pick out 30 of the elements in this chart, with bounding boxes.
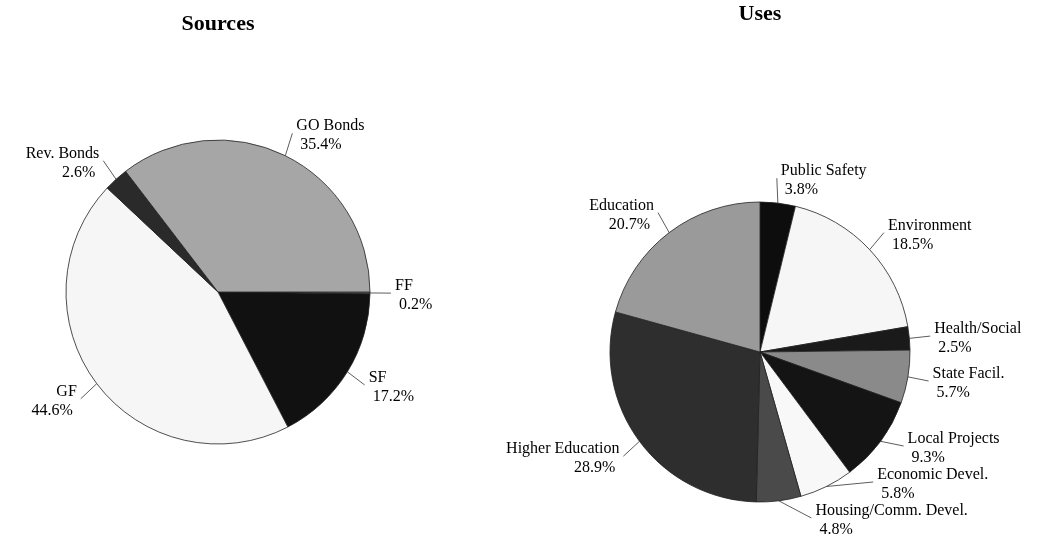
data-label: 44.6% [31, 400, 73, 418]
slice-label: Rev. Bonds [25, 143, 100, 161]
data-label: 18.5% [891, 234, 934, 252]
data-label: 17.2% [372, 386, 414, 404]
data-label: 3.8% [784, 180, 819, 198]
chart-title: Uses [738, 0, 782, 25]
data-label: 4.8% [819, 520, 853, 537]
slice-label: Housing/Comm. Devel. [815, 501, 968, 519]
slice-label: FF [395, 276, 413, 294]
slice-label: GO Bonds [296, 116, 365, 134]
data-label: 0.2% [399, 295, 433, 313]
slice-label: Environment [887, 215, 973, 233]
slice-label: Economic Devel. [877, 465, 989, 482]
slice-label: Local Projects [907, 429, 1000, 447]
slice-label: Higher Education [506, 439, 620, 458]
slice-label: State Facil. [932, 364, 1005, 381]
slice-label: GF [56, 381, 77, 399]
slice-label: Education [589, 195, 655, 213]
slice-label: Health/Social [934, 319, 1022, 337]
data-label: 2.5% [938, 338, 972, 356]
slice-label: Public Safety [780, 161, 867, 180]
data-label: 28.9% [574, 458, 616, 476]
data-label: 2.6% [61, 162, 96, 180]
data-label: 35.4% [300, 135, 342, 153]
data-label: 5.8% [881, 484, 915, 501]
slice-label: SF [368, 367, 387, 385]
data-label: 9.3% [911, 448, 945, 465]
chart-title: Sources [181, 10, 255, 35]
data-label: 20.7% [608, 214, 651, 232]
data-label: 5.7% [936, 383, 970, 400]
